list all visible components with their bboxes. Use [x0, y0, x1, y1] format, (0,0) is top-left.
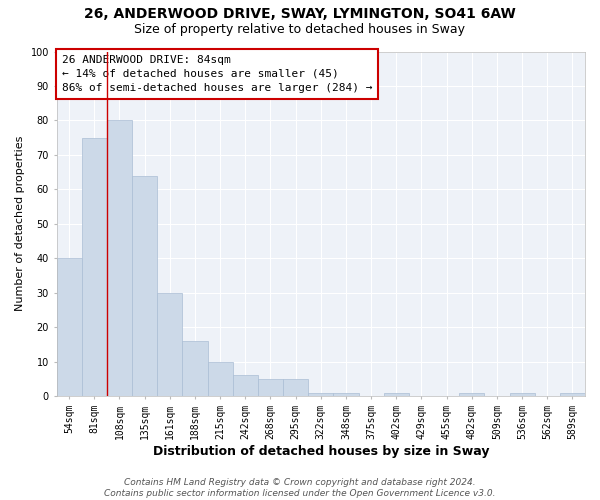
Bar [132, 176, 157, 396]
Text: Size of property relative to detached houses in Sway: Size of property relative to detached ho… [134, 22, 466, 36]
X-axis label: Distribution of detached houses by size in Sway: Distribution of detached houses by size … [152, 444, 489, 458]
Bar [157, 292, 182, 396]
Bar [182, 341, 208, 396]
Bar [383, 392, 409, 396]
Bar [107, 120, 132, 396]
Bar [509, 392, 535, 396]
Bar [258, 379, 283, 396]
Text: 26 ANDERWOOD DRIVE: 84sqm
← 14% of detached houses are smaller (45)
86% of semi-: 26 ANDERWOOD DRIVE: 84sqm ← 14% of detac… [62, 55, 373, 93]
Bar [56, 258, 82, 396]
Bar [233, 376, 258, 396]
Bar [560, 392, 585, 396]
Bar [82, 138, 107, 396]
Bar [308, 392, 334, 396]
Text: 26, ANDERWOOD DRIVE, SWAY, LYMINGTON, SO41 6AW: 26, ANDERWOOD DRIVE, SWAY, LYMINGTON, SO… [84, 8, 516, 22]
Bar [283, 379, 308, 396]
Y-axis label: Number of detached properties: Number of detached properties [15, 136, 25, 312]
Bar [459, 392, 484, 396]
Bar [334, 392, 359, 396]
Bar [208, 362, 233, 396]
Text: Contains HM Land Registry data © Crown copyright and database right 2024.
Contai: Contains HM Land Registry data © Crown c… [104, 478, 496, 498]
